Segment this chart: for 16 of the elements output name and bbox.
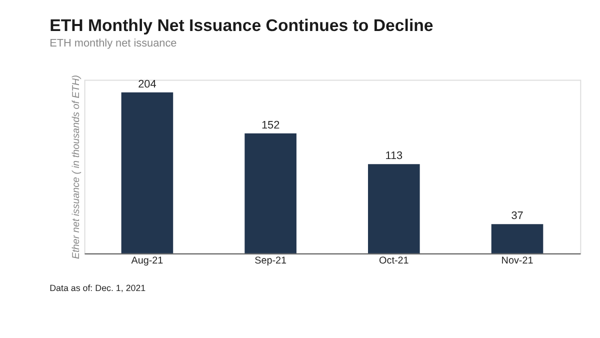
bar — [121, 92, 174, 254]
chart-title: ETH Monthly Net Issuance Continues to Decline — [50, 16, 434, 35]
x-tick-label: Nov-21 — [501, 256, 534, 267]
data-label: 113 — [385, 150, 403, 162]
x-tick-label: Sep-21 — [254, 256, 288, 267]
chart-subtitle: ETH monthly net issuance — [50, 38, 177, 50]
x-tick-label: Aug-21 — [131, 256, 164, 267]
text: Data as of: Dec. 1, 2021 — [50, 283, 146, 294]
data-label: 37 — [511, 210, 524, 222]
bar — [368, 164, 420, 254]
bar — [244, 133, 296, 254]
bar — [491, 224, 544, 254]
data-label: 152 — [261, 119, 280, 132]
x-tick-label: Oct-21 — [379, 256, 410, 267]
y-axis-title: Ether net issuance ( in thousands of ETH) — [70, 75, 82, 259]
data-label: 204 — [138, 78, 156, 90]
